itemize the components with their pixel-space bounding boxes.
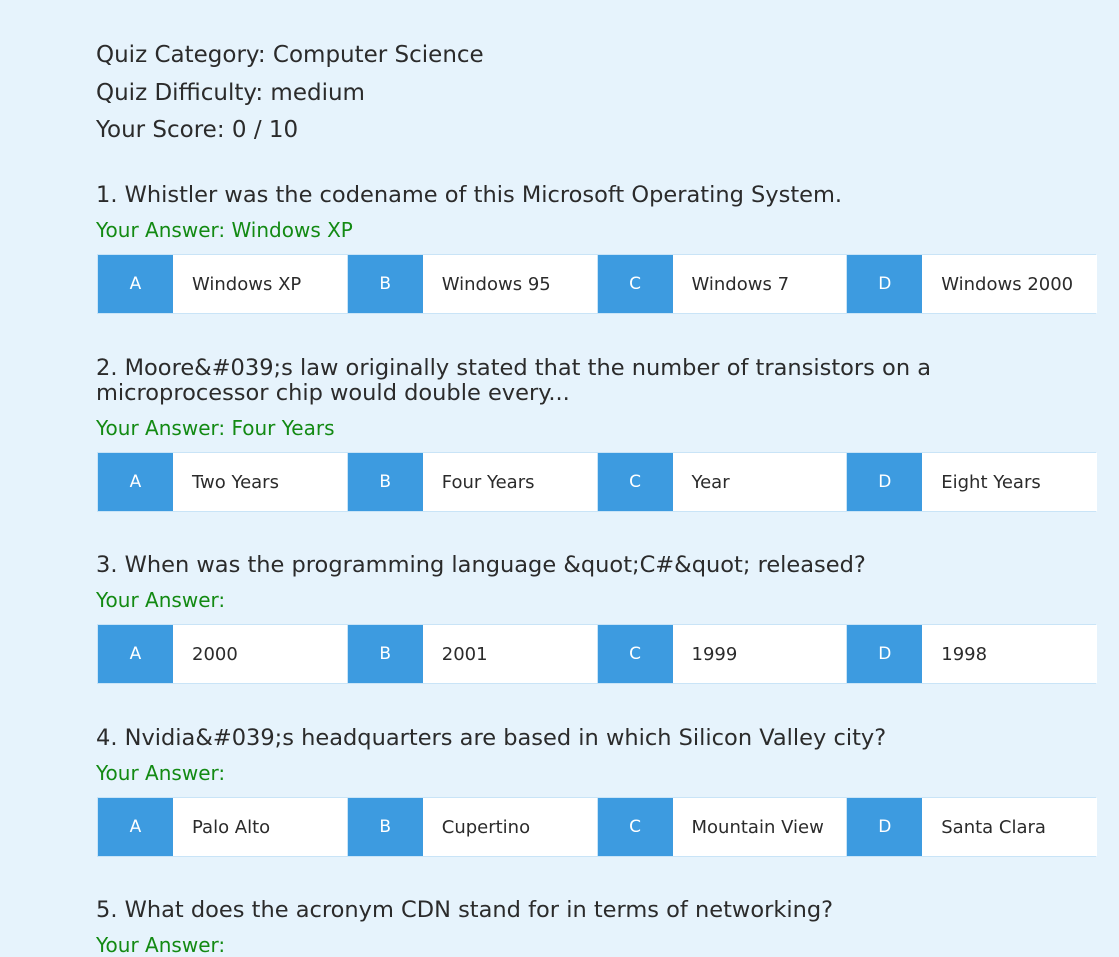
option-text: 1998 bbox=[922, 625, 1097, 683]
options-row-3: A 2000 B 2001 C 1999 D 1998 bbox=[97, 624, 1097, 684]
option-a[interactable]: A Windows XP bbox=[98, 255, 348, 313]
option-text: 2000 bbox=[173, 625, 348, 683]
option-c[interactable]: C Year bbox=[597, 453, 848, 511]
question-text: 1. Whistler was the codename of this Mic… bbox=[96, 182, 843, 208]
option-letter: D bbox=[847, 453, 923, 511]
option-letter: D bbox=[847, 625, 923, 683]
your-answer: Your Answer: bbox=[96, 933, 226, 957]
quiz-score: Your Score: 0 / 10 bbox=[96, 117, 299, 143]
options-row-2: A Two Years B Four Years C Year D Eight … bbox=[97, 452, 1097, 512]
option-letter: B bbox=[347, 255, 423, 313]
option-c[interactable]: C 1999 bbox=[597, 625, 848, 683]
option-letter: C bbox=[597, 798, 673, 856]
quiz-category: Quiz Category: Computer Science bbox=[96, 42, 484, 68]
option-letter: A bbox=[98, 255, 173, 313]
option-text: Palo Alto bbox=[173, 798, 348, 856]
option-text: Santa Clara bbox=[922, 798, 1097, 856]
question-text: 5. What does the acronym CDN stand for i… bbox=[96, 897, 834, 923]
question-2: 2. Moore&#039;s law originally stated th… bbox=[96, 355, 1096, 441]
option-text: Mountain View bbox=[672, 798, 848, 856]
option-text: 1999 bbox=[672, 625, 848, 683]
option-text: Year bbox=[672, 453, 848, 511]
option-text: Windows 7 bbox=[672, 255, 848, 313]
question-3: 3. When was the programming language &qu… bbox=[96, 552, 1096, 613]
option-text: 2001 bbox=[422, 625, 598, 683]
option-b[interactable]: B Cupertino bbox=[347, 798, 598, 856]
quiz-meta: Quiz Category: Computer Science Quiz Dif… bbox=[96, 0, 1096, 150]
option-b[interactable]: B 2001 bbox=[347, 625, 598, 683]
option-d[interactable]: D Santa Clara bbox=[847, 798, 1097, 856]
option-b[interactable]: B Windows 95 bbox=[347, 255, 598, 313]
quiz-difficulty: Quiz Difficulty: medium bbox=[96, 79, 365, 106]
option-letter: C bbox=[597, 255, 673, 313]
option-text: Cupertino bbox=[422, 798, 598, 856]
question-text: 4. Nvidia&#039;s headquarters are based … bbox=[96, 725, 887, 751]
options-row-1: A Windows XP B Windows 95 C Windows 7 D … bbox=[97, 254, 1097, 314]
option-letter: D bbox=[847, 255, 923, 313]
option-a[interactable]: A 2000 bbox=[98, 625, 348, 683]
question-text: 2. Moore&#039;s law originally stated th… bbox=[96, 355, 932, 406]
option-d[interactable]: D Eight Years bbox=[847, 453, 1097, 511]
question-5: 5. What does the acronym CDN stand for i… bbox=[96, 898, 1096, 957]
option-c[interactable]: C Windows 7 bbox=[597, 255, 848, 313]
question-4: 4. Nvidia&#039;s headquarters are based … bbox=[96, 725, 1096, 786]
option-letter: B bbox=[347, 453, 423, 511]
option-c[interactable]: C Mountain View bbox=[597, 798, 848, 856]
option-text: Two Years bbox=[173, 453, 348, 511]
option-letter: D bbox=[847, 798, 923, 856]
options-row-4: A Palo Alto B Cupertino C Mountain View … bbox=[97, 797, 1097, 857]
option-text: Eight Years bbox=[922, 453, 1097, 511]
option-text: Four Years bbox=[422, 453, 598, 511]
option-a[interactable]: A Palo Alto bbox=[98, 798, 348, 856]
question-text: 3. When was the programming language &qu… bbox=[96, 552, 866, 578]
option-d[interactable]: D 1998 bbox=[847, 625, 1097, 683]
option-d[interactable]: D Windows 2000 bbox=[847, 255, 1097, 313]
option-b[interactable]: B Four Years bbox=[347, 453, 598, 511]
question-1: 1. Whistler was the codename of this Mic… bbox=[96, 182, 1096, 243]
option-text: Windows 95 bbox=[422, 255, 598, 313]
option-letter: B bbox=[347, 798, 423, 856]
your-answer: Your Answer: Four Years bbox=[96, 416, 335, 440]
option-a[interactable]: A Two Years bbox=[98, 453, 348, 511]
option-letter: C bbox=[597, 625, 673, 683]
your-answer: Your Answer: bbox=[96, 588, 226, 612]
option-text: Windows XP bbox=[173, 255, 348, 313]
your-answer: Your Answer: Windows XP bbox=[96, 218, 353, 242]
option-letter: A bbox=[98, 625, 173, 683]
option-letter: C bbox=[597, 453, 673, 511]
option-letter: A bbox=[98, 798, 173, 856]
quiz-container: Quiz Category: Computer Science Quiz Dif… bbox=[96, 0, 1097, 957]
your-answer: Your Answer: bbox=[96, 761, 226, 785]
option-letter: B bbox=[347, 625, 423, 683]
option-text: Windows 2000 bbox=[922, 255, 1097, 313]
option-letter: A bbox=[98, 453, 173, 511]
